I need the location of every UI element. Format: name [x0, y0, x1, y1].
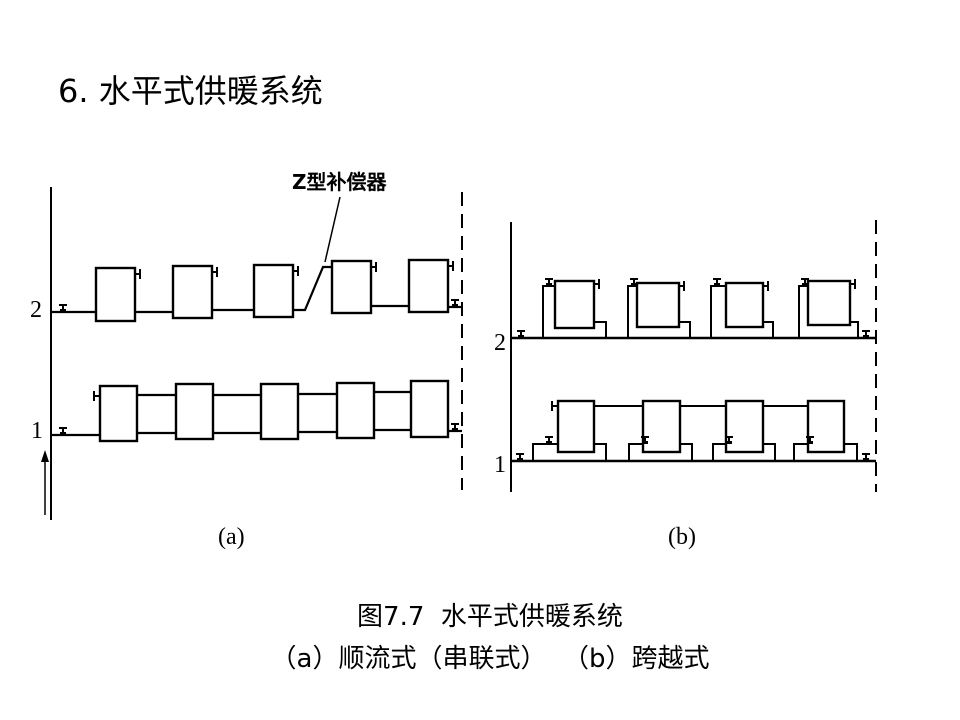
- valve-icon: [726, 441, 732, 444]
- floor-label-b-2: 2: [494, 330, 506, 356]
- floor-label-a-1: 1: [31, 418, 43, 444]
- valve-icon: [60, 432, 66, 435]
- radiator: [806, 279, 852, 327]
- valve-icon: [807, 441, 813, 444]
- panel-b-label: (b): [668, 524, 696, 550]
- valve-icon: [642, 441, 648, 444]
- branch-pipe: [850, 321, 859, 338]
- z-compensator-pipe: [293, 265, 332, 312]
- valve-icon: [452, 428, 458, 431]
- radiator: [252, 263, 295, 319]
- branch-pipe: [680, 443, 693, 461]
- branch-pipe: [712, 443, 726, 461]
- radiator: [335, 381, 376, 440]
- annotation-leader-line: [324, 196, 341, 263]
- radiator: [171, 264, 214, 320]
- valve-icon: [452, 304, 458, 307]
- branch-pipe: [679, 321, 691, 338]
- valve-icon: [631, 283, 637, 286]
- radiator: [174, 382, 215, 441]
- valve-icon: [518, 335, 524, 338]
- floor-label-a-2: 2: [30, 297, 42, 323]
- panel-a-label: (a): [218, 524, 245, 550]
- figure-caption: 图7.7 水平式供暖系统: [357, 602, 623, 632]
- valve-icon: [863, 458, 869, 461]
- figure-subcaption: （a）顺流式（串联式） （b）跨越式: [270, 644, 710, 674]
- floor-label-b-1: 1: [494, 452, 506, 478]
- slide-title: 6. 水平式供暖系统: [58, 72, 323, 110]
- branch-pipe: [627, 285, 637, 338]
- valve-icon: [802, 283, 808, 286]
- branch-pipe: [798, 285, 808, 338]
- radiator: [806, 399, 846, 454]
- valve-icon: [546, 441, 552, 444]
- branch-pipe: [793, 443, 808, 461]
- valve-icon: [546, 283, 552, 286]
- branch-pipe: [628, 443, 643, 461]
- branch-pipe: [763, 443, 776, 461]
- branch-pipe: [532, 443, 558, 461]
- radiator: [409, 379, 450, 439]
- branch-pipe: [763, 321, 774, 338]
- radiator: [259, 382, 300, 441]
- valve-icon: [863, 335, 869, 338]
- branch-pipe: [594, 443, 607, 461]
- z-compensator-label: Z型补偿器: [292, 170, 387, 194]
- radiator: [635, 281, 681, 329]
- radiator: [553, 279, 596, 330]
- arrow-head-icon: [41, 450, 49, 462]
- valve-icon: [714, 283, 720, 286]
- branch-pipe: [844, 443, 858, 461]
- radiator: [94, 266, 137, 323]
- branch-pipe: [542, 285, 555, 338]
- radiator: [724, 399, 765, 454]
- radiator: [724, 281, 765, 329]
- radiator: [330, 259, 373, 315]
- radiator: [556, 399, 596, 454]
- branch-pipe: [710, 285, 726, 338]
- radiator: [407, 258, 450, 314]
- valve-icon: [517, 458, 523, 461]
- valve-icon: [60, 309, 66, 312]
- branch-pipe: [594, 321, 607, 338]
- radiator: [98, 384, 139, 443]
- radiator: [641, 399, 682, 454]
